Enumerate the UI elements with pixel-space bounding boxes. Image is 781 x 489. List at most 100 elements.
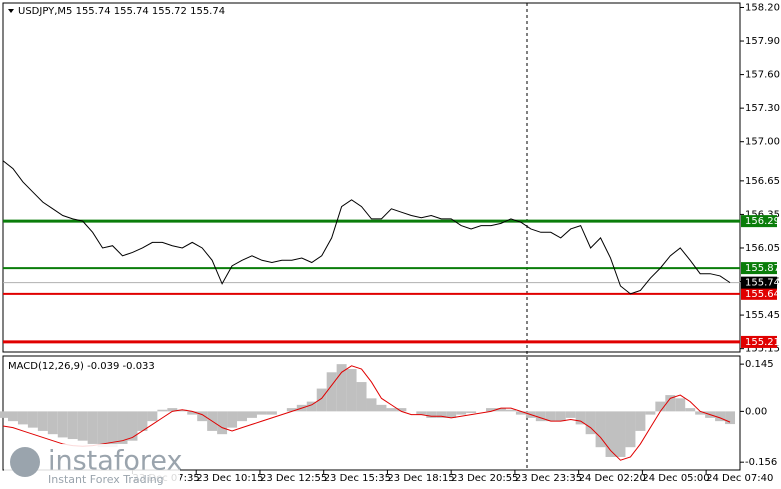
menu-arrow xyxy=(8,9,14,13)
y-tick-label: 157.90 xyxy=(745,36,780,47)
x-tick-label: 24 Dec 02:20 xyxy=(579,473,646,484)
macd-bar xyxy=(575,411,586,425)
macd-bar xyxy=(426,411,437,418)
macd-bar xyxy=(346,369,357,412)
macd-bar xyxy=(665,395,676,412)
macd-bar xyxy=(217,411,228,435)
y-tick-label: 155.45 xyxy=(745,310,780,321)
macd-bar xyxy=(237,411,248,422)
x-tick-label: 23 Dec 15:35 xyxy=(324,473,391,484)
macd-bar xyxy=(256,411,267,415)
macd-bar xyxy=(366,398,377,412)
macd-bar xyxy=(446,411,457,418)
macd-bar xyxy=(495,408,506,412)
macd-bar xyxy=(17,411,28,425)
y-tick-label: -0.156 xyxy=(745,457,777,468)
watermark-brand: instaforex xyxy=(48,446,182,477)
y-tick-label: 157.60 xyxy=(745,70,780,81)
watermark-tagline: Instant Forex Trading xyxy=(48,473,164,486)
macd-bar xyxy=(505,409,516,412)
macd-bar xyxy=(565,411,576,418)
watermark: instaforex Instant Forex Trading xyxy=(4,444,182,486)
x-tick-label: 23 Dec 23:35 xyxy=(515,473,582,484)
macd-bar xyxy=(376,404,387,412)
macd-bar xyxy=(396,408,407,412)
macd-bar xyxy=(336,364,347,412)
y-tick-label: 156.05 xyxy=(745,243,780,254)
macd-bar xyxy=(147,411,158,422)
y-tick-label: 157.00 xyxy=(745,137,780,148)
macd-bar xyxy=(555,411,566,422)
macd-bar xyxy=(605,411,616,457)
price-title: USDJPY,M5 155.74 155.74 155.72 155.74 xyxy=(18,6,225,17)
price-frame xyxy=(2,2,741,353)
macd-bar xyxy=(545,411,556,422)
y-tick-label: 157.30 xyxy=(745,103,780,114)
level-label: 155.64 xyxy=(745,289,780,300)
macd-bar xyxy=(266,411,277,415)
macd-bar xyxy=(645,411,656,415)
level-label: 155.21 xyxy=(745,337,780,348)
macd-bar xyxy=(466,411,477,413)
macd-bar xyxy=(187,411,198,415)
macd-bar xyxy=(386,408,397,412)
macd-bar xyxy=(615,411,626,457)
macd-bar xyxy=(177,409,188,412)
watermark-logo xyxy=(10,447,40,477)
macd-bar xyxy=(127,411,138,441)
current-price-bg xyxy=(741,276,777,289)
macd-bar xyxy=(286,408,297,412)
macd-bar xyxy=(0,411,8,418)
level-label-bg xyxy=(741,335,777,348)
macd-bar xyxy=(157,409,168,412)
macd-bar xyxy=(67,411,78,440)
macd-bar xyxy=(436,411,447,418)
macd-bar xyxy=(725,411,736,425)
x-tick-label: 23 Dec 20:55 xyxy=(451,473,518,484)
macd-bar xyxy=(197,411,208,422)
x-tick-label: 23 Dec 12:55 xyxy=(260,473,327,484)
y-tick-label: 0.145 xyxy=(745,359,774,370)
x-tick-label: 24 Dec 07:40 xyxy=(706,473,773,484)
macd-bar xyxy=(685,408,696,412)
macd-bar xyxy=(117,411,128,444)
level-label: 156.29 xyxy=(745,216,780,227)
price-line xyxy=(2,160,731,295)
macd-bar xyxy=(137,411,148,431)
macd-bar xyxy=(247,411,257,418)
x-tick-label: 23 Dec 18:15 xyxy=(387,473,454,484)
macd-title: MACD(12,26,9) -0.039 -0.033 xyxy=(8,361,155,372)
macd-bar xyxy=(595,411,606,448)
macd-bar xyxy=(625,411,636,448)
macd-bar xyxy=(675,398,686,412)
macd-bar xyxy=(486,408,496,412)
y-tick-label: 155.15 xyxy=(745,344,780,355)
y-tick-label: 0.00 xyxy=(745,406,767,417)
macd-bar xyxy=(316,388,327,412)
macd-bar xyxy=(655,401,666,412)
macd-bar xyxy=(635,411,646,431)
macd-bar xyxy=(167,408,178,412)
macd-bar xyxy=(515,411,526,415)
macd-bar xyxy=(27,411,38,428)
macd-bar xyxy=(585,411,596,435)
y-tick-label: 156.65 xyxy=(745,176,780,187)
level-label-bg xyxy=(741,287,777,300)
signal-line xyxy=(2,365,731,461)
macd-bar xyxy=(47,411,58,435)
level-label-bg xyxy=(741,215,777,228)
macd-bar xyxy=(87,411,98,444)
macd-bar xyxy=(356,382,367,412)
macd-bar xyxy=(456,411,467,415)
macd-bar xyxy=(107,411,118,448)
x-tick-label: 23 Dec 10:15 xyxy=(196,473,263,484)
y-tick-label: 156.35 xyxy=(745,209,780,220)
level-label-bg xyxy=(741,262,777,275)
macd-bar xyxy=(715,411,726,422)
macd-bar xyxy=(7,411,18,422)
macd-bar xyxy=(227,411,238,428)
